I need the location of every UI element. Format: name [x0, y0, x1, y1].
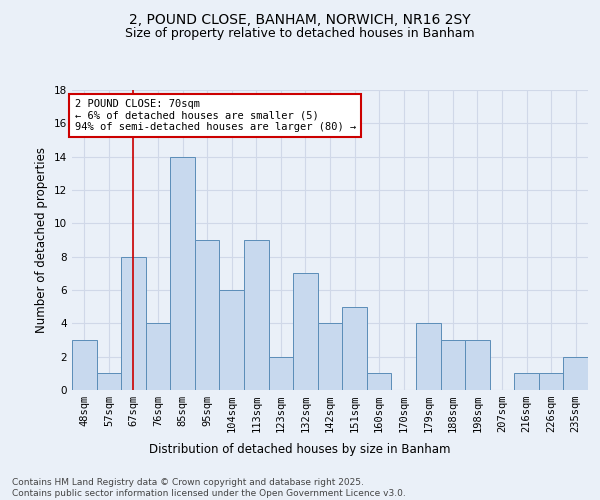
Bar	[293, 274, 318, 390]
Bar	[269, 356, 293, 390]
Bar	[465, 340, 490, 390]
Text: Distribution of detached houses by size in Banham: Distribution of detached houses by size …	[149, 442, 451, 456]
Bar	[318, 324, 342, 390]
Bar	[440, 340, 465, 390]
Bar	[367, 374, 391, 390]
Text: Size of property relative to detached houses in Banham: Size of property relative to detached ho…	[125, 28, 475, 40]
Bar	[514, 374, 539, 390]
Bar	[195, 240, 220, 390]
Bar	[170, 156, 195, 390]
Text: 2, POUND CLOSE, BANHAM, NORWICH, NR16 2SY: 2, POUND CLOSE, BANHAM, NORWICH, NR16 2S…	[129, 12, 471, 26]
Bar	[539, 374, 563, 390]
Bar	[563, 356, 588, 390]
Bar	[146, 324, 170, 390]
Bar	[121, 256, 146, 390]
Y-axis label: Number of detached properties: Number of detached properties	[35, 147, 49, 333]
Bar	[244, 240, 269, 390]
Bar	[97, 374, 121, 390]
Bar	[220, 290, 244, 390]
Bar	[72, 340, 97, 390]
Text: 2 POUND CLOSE: 70sqm
← 6% of detached houses are smaller (5)
94% of semi-detache: 2 POUND CLOSE: 70sqm ← 6% of detached ho…	[74, 99, 356, 132]
Text: Contains HM Land Registry data © Crown copyright and database right 2025.
Contai: Contains HM Land Registry data © Crown c…	[12, 478, 406, 498]
Bar	[342, 306, 367, 390]
Bar	[416, 324, 440, 390]
